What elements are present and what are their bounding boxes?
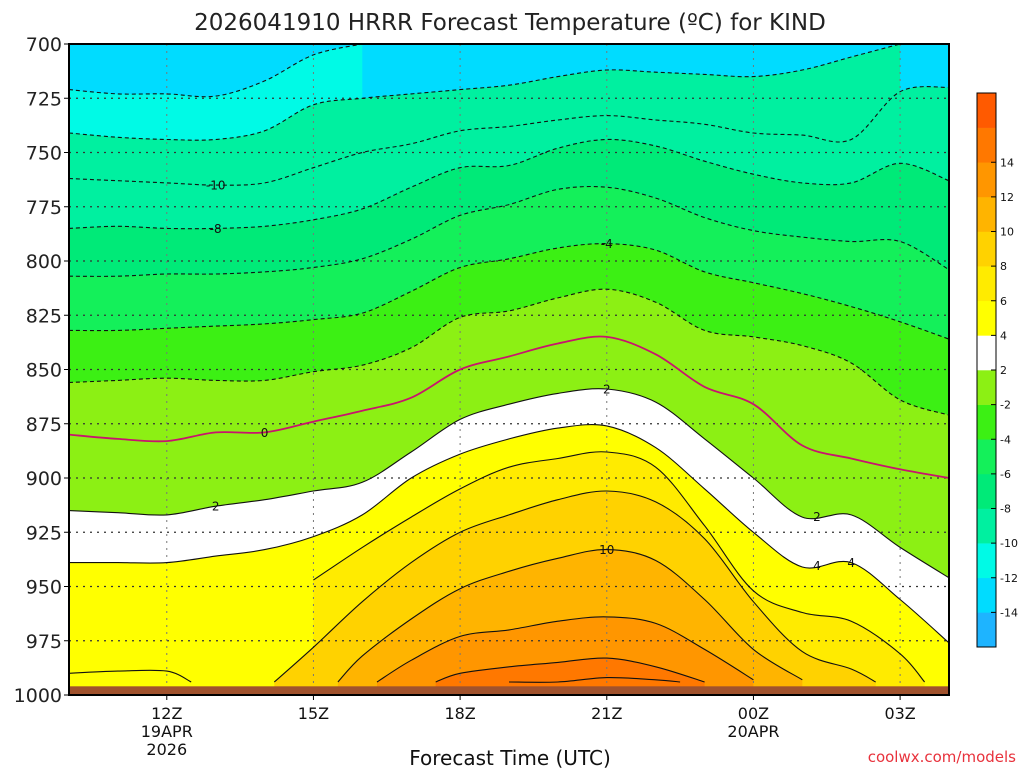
contour-label: 4 (813, 559, 821, 573)
colorbar-swatch (977, 473, 996, 509)
colorbar-swatch (977, 300, 996, 336)
contour-line (273, 490, 876, 683)
contour-line (69, 44, 901, 141)
contour-label: -4 (601, 237, 613, 251)
contour-line (376, 616, 754, 683)
credit-text: coolwx.com/models (868, 748, 1016, 766)
y-tick-label: 800 (26, 251, 62, 273)
colorbar-swatch (977, 127, 996, 163)
contour-line (69, 335, 949, 479)
contour-line (69, 424, 949, 644)
colorbar-label: 10 (1000, 226, 1014, 239)
x-tick-label: 18Z (444, 704, 475, 723)
colorbar-swatch (977, 612, 996, 648)
y-tick-label: 900 (26, 468, 62, 490)
x-axis-label: Forecast Time (UTC) (409, 746, 611, 768)
x-tick-date-label: 19APR (141, 722, 193, 741)
contour-label: 0 (261, 426, 269, 440)
colorbar-label: -2 (1000, 399, 1011, 412)
contour-line (69, 669, 192, 683)
ground-surface (69, 686, 949, 695)
colorbar-swatch (977, 335, 996, 371)
contour-label: 2 (813, 510, 821, 524)
x-tick-date-label: 2026 (146, 740, 187, 759)
contour-line (69, 243, 949, 340)
y-tick-label: 1000 (14, 685, 62, 707)
colorbar-label: -10 (1000, 537, 1018, 550)
contour-line (69, 185, 949, 277)
colorbar-swatch (977, 231, 996, 267)
colorbar-label: 4 (1000, 329, 1007, 342)
contour-label: -10 (206, 179, 226, 193)
colorbar-swatch (977, 508, 996, 544)
contour-line (508, 677, 681, 683)
y-axis: 700 725 750 775 800 825 850 875 900 925 950 975 1000 (14, 34, 69, 707)
y-tick-label: 700 (26, 34, 62, 56)
chart-title: 2026041910 HRRR Forecast Temperature (ºC… (194, 10, 826, 36)
y-tick-label: 725 (26, 88, 62, 110)
colorbar-label: 14 (1000, 156, 1014, 169)
colorbar-label: -12 (1000, 572, 1018, 585)
colorbar-label: -8 (1000, 503, 1011, 516)
contour-line (69, 138, 949, 230)
colorbar: -14 -12 -10 -8 -6 -4 -2 2 4 6 8 10 12 14 (976, 92, 1018, 648)
colorbar-label: -6 (1000, 468, 1011, 481)
contour-label: 4 (847, 556, 855, 570)
contour-line (69, 86, 949, 186)
temperature-band (435, 658, 705, 695)
contour-label: 10 (599, 543, 614, 557)
colorbar-swatch (977, 404, 996, 440)
colorbar-swatch (977, 266, 996, 302)
colorbar-swatch (977, 543, 996, 579)
colorbar-label: 6 (1000, 295, 1007, 308)
ground (69, 686, 949, 695)
y-tick-label: 750 (26, 143, 62, 165)
colorbar-label: -4 (1000, 433, 1011, 446)
colorbar-label: 12 (1000, 191, 1014, 204)
colorbar-swatch (977, 577, 996, 613)
contour-lines: -10 -8 -4 0 2 4 10 2 2 4 (69, 44, 949, 683)
x-tick-label: 21Z (591, 704, 622, 723)
y-tick-label: 850 (26, 360, 62, 382)
colorbar-swatch (977, 370, 996, 405)
contour-label: 2 (603, 383, 611, 397)
x-tick-date-label: 20APR (727, 722, 779, 741)
colorbar-swatch (977, 162, 996, 198)
colorbar-swatch (977, 196, 996, 232)
y-tick-label: 950 (26, 577, 62, 599)
contour-line (313, 451, 926, 683)
colorbar-label: 8 (1000, 260, 1007, 273)
x-tick-label: 00Z (738, 704, 769, 723)
contour-line (337, 549, 803, 683)
y-tick-label: 875 (26, 414, 62, 436)
y-tick-label: 825 (26, 305, 62, 327)
colorbar-label: 2 (1000, 364, 1007, 377)
colorbar-swatch (977, 93, 996, 128)
colorbar-swatch (977, 439, 996, 475)
colorbar-label: -14 (1000, 606, 1018, 619)
contour-label: 2 (212, 500, 220, 514)
contour-label: -8 (210, 222, 222, 236)
y-tick-label: 775 (26, 197, 62, 219)
temperature-fill (69, 44, 949, 695)
y-tick-label: 975 (26, 631, 62, 653)
x-tick-label: 12Z (151, 704, 182, 723)
y-tick-label: 925 (26, 522, 62, 544)
x-tick-label: 03Z (884, 704, 915, 723)
contour-line (435, 657, 705, 683)
contour-line (69, 388, 949, 579)
x-tick-label: 15Z (298, 704, 329, 723)
